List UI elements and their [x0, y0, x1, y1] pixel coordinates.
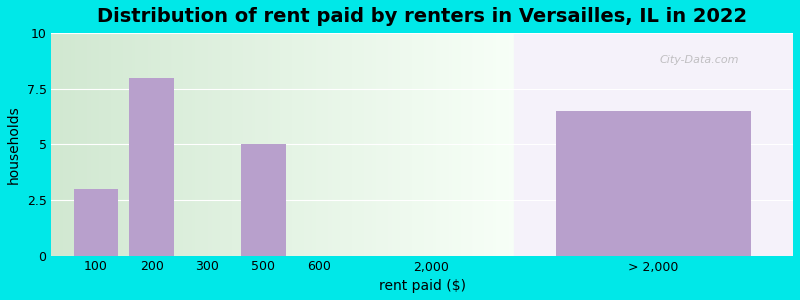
Bar [241, 144, 286, 256]
Bar [74, 189, 118, 256]
X-axis label: rent paid ($): rent paid ($) [378, 279, 466, 293]
Bar [556, 111, 751, 256]
Bar [130, 78, 174, 256]
Bar [514, 33, 793, 256]
Title: Distribution of rent paid by renters in Versailles, IL in 2022: Distribution of rent paid by renters in … [97, 7, 747, 26]
Y-axis label: households: households [7, 105, 21, 184]
Text: City-Data.com: City-Data.com [659, 55, 739, 65]
